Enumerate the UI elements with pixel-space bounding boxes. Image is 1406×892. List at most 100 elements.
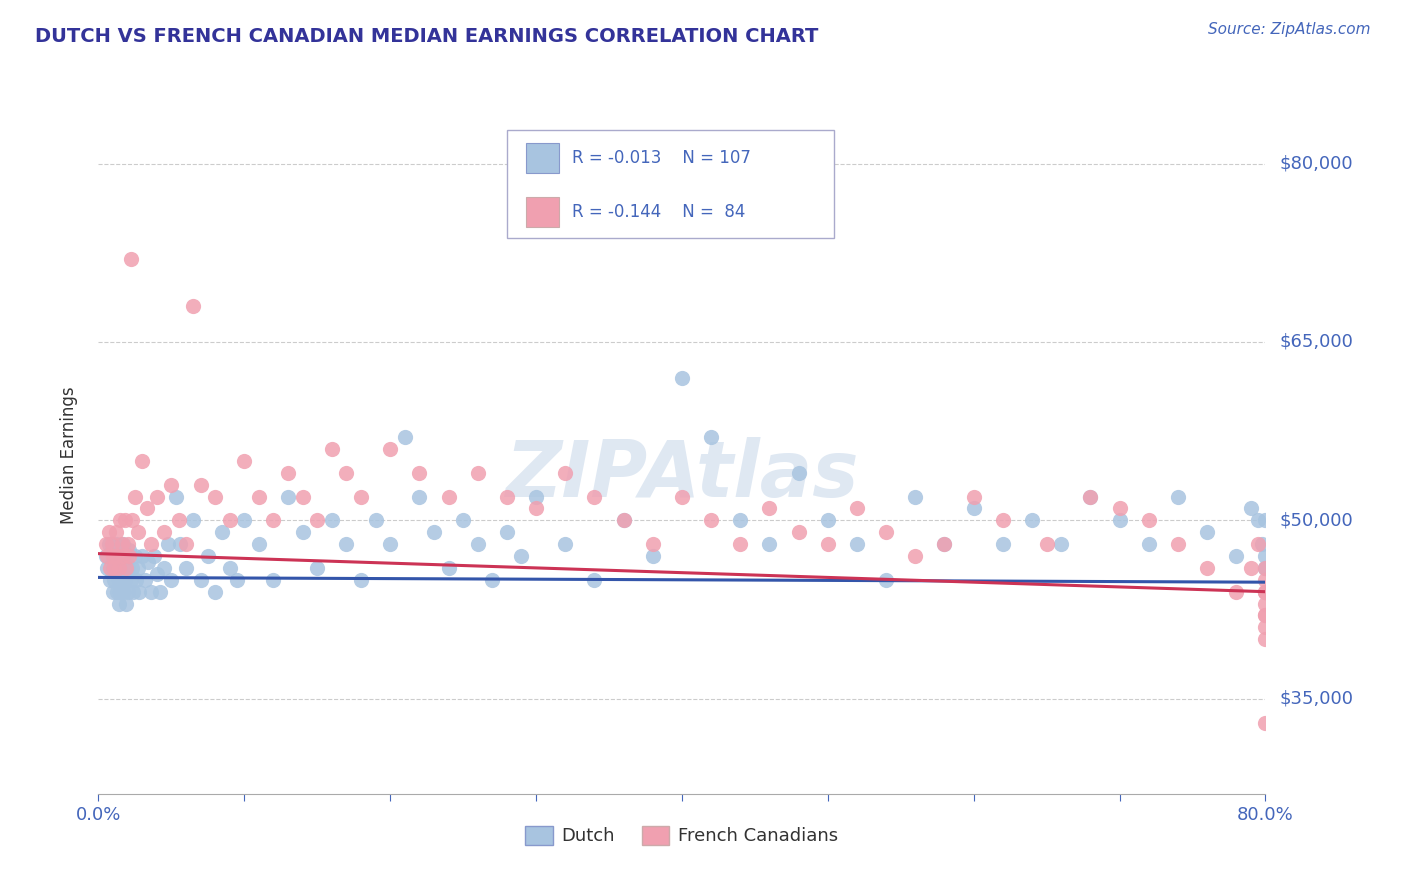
- Point: [787, 525, 810, 540]
- Point: [1251, 537, 1274, 551]
- Point: [101, 584, 124, 599]
- Point: [153, 525, 176, 540]
- Point: [1254, 584, 1277, 599]
- Point: [1080, 490, 1102, 504]
- Point: [174, 537, 197, 551]
- Point: [139, 584, 162, 599]
- Point: [125, 573, 148, 587]
- Point: [1254, 608, 1277, 623]
- Point: [94, 549, 117, 563]
- Point: [1254, 715, 1277, 730]
- Point: [451, 513, 474, 527]
- Point: [117, 561, 139, 575]
- Point: [104, 561, 127, 575]
- Point: [118, 549, 141, 563]
- Point: [700, 513, 723, 527]
- Point: [124, 549, 146, 563]
- Point: [110, 561, 132, 575]
- Point: [641, 549, 664, 563]
- Point: [758, 501, 780, 516]
- Text: $50,000: $50,000: [1279, 511, 1353, 529]
- Point: [131, 549, 153, 563]
- Point: [991, 537, 1014, 551]
- Point: [1225, 549, 1247, 563]
- Point: [1080, 490, 1102, 504]
- Point: [875, 525, 897, 540]
- Point: [97, 537, 120, 551]
- Point: [1021, 513, 1043, 527]
- Point: [174, 561, 197, 575]
- Point: [233, 454, 256, 468]
- Point: [554, 466, 576, 480]
- Point: [467, 537, 489, 551]
- Point: [120, 252, 142, 266]
- Point: [1247, 513, 1270, 527]
- Point: [437, 561, 460, 575]
- Point: [98, 573, 121, 587]
- Point: [262, 573, 284, 587]
- Point: [100, 537, 122, 551]
- Point: [787, 466, 810, 480]
- Point: [1254, 632, 1277, 647]
- Point: [1254, 584, 1277, 599]
- Point: [112, 549, 135, 563]
- Text: $65,000: $65,000: [1279, 333, 1353, 351]
- Point: [204, 584, 226, 599]
- Point: [467, 466, 489, 480]
- Text: Source: ZipAtlas.com: Source: ZipAtlas.com: [1208, 22, 1371, 37]
- Point: [114, 561, 136, 575]
- Point: [115, 549, 138, 563]
- Point: [160, 573, 183, 587]
- Point: [135, 501, 157, 516]
- Point: [117, 584, 139, 599]
- Point: [146, 566, 169, 581]
- Point: [121, 561, 143, 575]
- Point: [394, 430, 416, 444]
- Point: [321, 513, 343, 527]
- Point: [1050, 537, 1073, 551]
- Point: [118, 543, 141, 558]
- Point: [94, 537, 117, 551]
- Point: [134, 573, 156, 587]
- Point: [115, 561, 138, 575]
- Point: [127, 561, 149, 575]
- Point: [934, 537, 956, 551]
- Point: [612, 513, 634, 527]
- Point: [167, 513, 190, 527]
- Point: [524, 501, 547, 516]
- Point: [105, 584, 128, 599]
- Point: [1195, 525, 1218, 540]
- Point: [730, 537, 752, 551]
- Point: [700, 430, 723, 444]
- Point: [103, 573, 125, 587]
- Point: [817, 537, 839, 551]
- Point: [904, 490, 927, 504]
- Point: [103, 549, 125, 563]
- Point: [291, 525, 314, 540]
- Text: R = -0.144    N =  84: R = -0.144 N = 84: [572, 203, 745, 221]
- Legend: Dutch, French Canadians: Dutch, French Canadians: [519, 819, 845, 853]
- Point: [1254, 584, 1277, 599]
- Point: [218, 513, 240, 527]
- Point: [103, 561, 125, 575]
- Text: $35,000: $35,000: [1279, 690, 1354, 707]
- Point: [181, 299, 204, 313]
- Point: [131, 454, 153, 468]
- Point: [423, 525, 446, 540]
- Point: [1035, 537, 1057, 551]
- Point: [758, 537, 780, 551]
- Text: ZIPAtlas: ZIPAtlas: [505, 437, 859, 513]
- Point: [817, 513, 839, 527]
- Point: [1167, 537, 1189, 551]
- Point: [105, 549, 128, 563]
- Point: [262, 513, 284, 527]
- Point: [247, 537, 270, 551]
- Point: [335, 466, 357, 480]
- Point: [124, 490, 146, 504]
- Point: [1195, 561, 1218, 575]
- Point: [496, 525, 519, 540]
- Point: [730, 513, 752, 527]
- Point: [408, 466, 430, 480]
- Text: R = -0.013    N = 107: R = -0.013 N = 107: [572, 149, 751, 168]
- Point: [204, 490, 226, 504]
